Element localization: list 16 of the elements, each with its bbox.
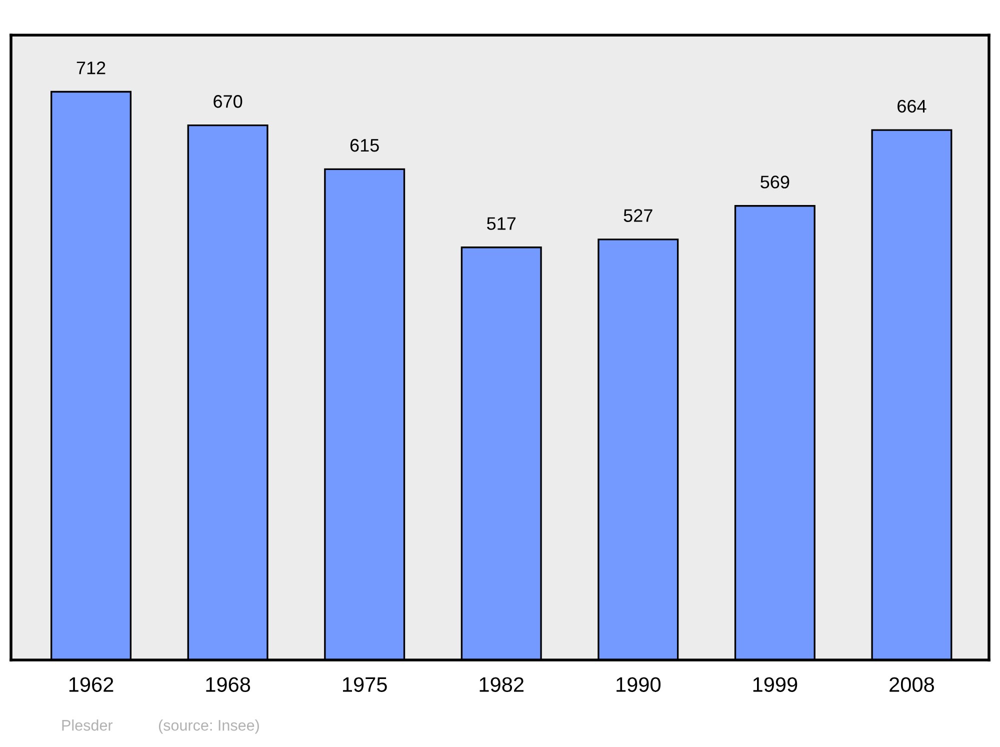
text: Plesder bbox=[62, 719, 113, 731]
data-label: 712 bbox=[76, 62, 106, 74]
x-tick-label: 1999 bbox=[753, 677, 798, 692]
data-label: 670 bbox=[214, 95, 242, 108]
x-tick-label: 1990 bbox=[616, 677, 661, 692]
data-label: 615 bbox=[350, 138, 379, 152]
x-tick-label: 1962 bbox=[69, 677, 114, 692]
x-tick-label: 1975 bbox=[343, 677, 387, 692]
data-label: 664 bbox=[898, 100, 926, 113]
x-tick-label: 1968 bbox=[206, 677, 250, 692]
data-label: 527 bbox=[624, 209, 652, 222]
text: (source: Insee) bbox=[158, 719, 259, 734]
x-tick-label: 2008 bbox=[890, 677, 934, 692]
x-tick-label: 1982 bbox=[480, 677, 524, 692]
data-label: 569 bbox=[760, 176, 790, 188]
data-label: 517 bbox=[487, 217, 516, 230]
